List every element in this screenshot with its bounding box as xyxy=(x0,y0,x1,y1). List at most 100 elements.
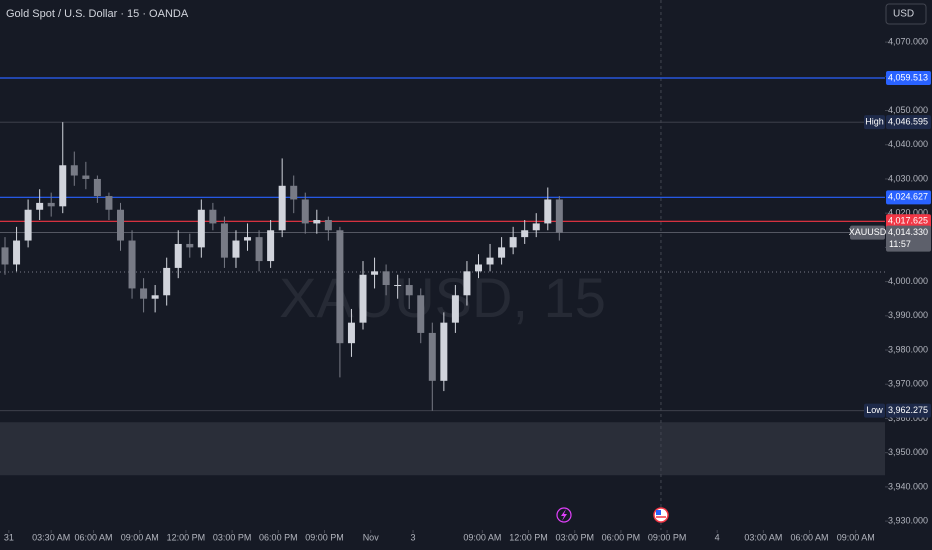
candle-body xyxy=(267,230,275,262)
y-tick-label: 4,000.000 xyxy=(888,276,928,286)
background-layer: XAUUSD, 15 xyxy=(0,0,885,530)
symbol-box xyxy=(850,225,885,240)
candle-body xyxy=(532,223,540,231)
candle-body xyxy=(244,237,252,241)
y-tick-label: 3,940.000 xyxy=(888,481,928,491)
last-price-tag xyxy=(886,225,931,252)
candle-body xyxy=(509,237,517,248)
symbol-name: XAUUSD xyxy=(849,227,887,237)
event-icon[interactable] xyxy=(556,507,572,523)
x-tick-label: 12:00 PM xyxy=(167,532,206,542)
x-tick-label: 09:00 PM xyxy=(305,532,344,542)
x-tick-label: 12:00 PM xyxy=(509,532,548,542)
chart-title: Gold Spot / U.S. Dollar · 15 · OANDA xyxy=(6,8,189,20)
x-tick-label: Nov xyxy=(363,532,380,542)
marker-name-box xyxy=(864,115,885,130)
candle-body xyxy=(440,322,448,381)
marker-name: High xyxy=(865,117,884,127)
y-tick-label: 3,950.000 xyxy=(888,447,928,457)
candle-body xyxy=(555,199,563,233)
candle-body xyxy=(371,271,379,275)
candle-body xyxy=(521,230,529,238)
y-tick-label: 3,990.000 xyxy=(888,310,928,320)
candle-body xyxy=(313,220,321,224)
y-tick-label: 4,050.000 xyxy=(888,105,928,115)
x-tick-label: 06:00 PM xyxy=(259,532,298,542)
marker-name-box xyxy=(864,403,885,418)
y-tick-label: 3,980.000 xyxy=(888,344,928,354)
candle-body xyxy=(197,209,205,248)
candle-body xyxy=(59,165,67,207)
time-axis xyxy=(0,530,885,550)
candle-body xyxy=(93,178,101,197)
candle-body xyxy=(82,175,90,179)
candle-body xyxy=(474,264,482,272)
candle-body xyxy=(128,240,136,289)
countdown: 11:57 xyxy=(889,239,911,249)
x-tick-label: 09:00 AM xyxy=(837,532,875,542)
candle-body xyxy=(1,247,9,265)
y-tick-label: 4,040.000 xyxy=(888,139,928,149)
candle-body xyxy=(163,267,171,296)
marker-name: Low xyxy=(866,405,883,415)
x-tick-label: 09:00 PM xyxy=(648,532,687,542)
y-tick-label: 3,970.000 xyxy=(888,379,928,389)
x-tick-label: 4 xyxy=(715,532,720,542)
candle-body xyxy=(140,288,148,299)
candle-body xyxy=(36,202,44,210)
event-icon-bolt[interactable] xyxy=(561,509,567,521)
candle-body xyxy=(278,185,286,231)
y-tick-label: 4,070.000 xyxy=(888,36,928,46)
candle-body xyxy=(498,247,506,258)
price-tag-label: 4,017.625 xyxy=(888,216,928,226)
candle-body xyxy=(544,199,552,224)
flag-icon[interactable] xyxy=(653,507,669,523)
candle-body xyxy=(324,220,332,231)
candle-body xyxy=(116,209,124,241)
price-tag-label: 4,024.627 xyxy=(888,192,928,202)
candle-body xyxy=(174,243,182,268)
candle-body xyxy=(232,240,240,258)
price-tag xyxy=(886,115,931,130)
x-tick-label: 3 xyxy=(411,532,416,542)
zone xyxy=(0,422,885,476)
price-tag-label: 4,059.513 xyxy=(888,72,928,82)
candle-body xyxy=(336,230,344,344)
x-tick-label: 06:00 PM xyxy=(602,532,641,542)
candle-body xyxy=(451,295,459,323)
candle-body xyxy=(70,165,78,176)
candle-body xyxy=(463,271,471,296)
candle-body xyxy=(105,196,113,210)
candle-body xyxy=(151,295,159,299)
candle-body xyxy=(255,237,263,262)
y-tick-label: 4,020.000 xyxy=(888,208,928,218)
last-price-label: 4,014.330 xyxy=(888,227,928,237)
y-tick-label: 3,960.000 xyxy=(888,413,928,423)
x-tick-label: 09:00 AM xyxy=(463,532,501,542)
currency-label[interactable]: USD xyxy=(893,9,914,20)
candle-body xyxy=(405,285,413,296)
candle-body xyxy=(417,295,425,333)
currency-button[interactable] xyxy=(885,3,927,25)
candle-body xyxy=(428,332,436,381)
flag-icon-canton[interactable] xyxy=(656,510,661,515)
event-icon-ring[interactable] xyxy=(556,507,572,523)
candle-body xyxy=(290,185,298,200)
candle-body xyxy=(382,271,390,286)
candle-body xyxy=(486,257,494,265)
y-tick-label: 4,030.000 xyxy=(888,173,928,183)
price-tag-label: 3,962.275 xyxy=(888,405,928,415)
x-tick-label: 03:00 PM xyxy=(213,532,252,542)
x-tick-label: 03:00 AM xyxy=(744,532,782,542)
candle-body xyxy=(24,209,32,241)
candle-body xyxy=(186,243,194,248)
candle-body xyxy=(13,240,21,265)
candle-body xyxy=(220,223,228,258)
candle-body xyxy=(209,209,217,224)
x-tick-label: 09:00 AM xyxy=(121,532,159,542)
x-tick-label: 03:30 AM xyxy=(32,532,70,542)
candle-body xyxy=(359,274,367,323)
y-tick-label: 3,930.000 xyxy=(888,515,928,525)
